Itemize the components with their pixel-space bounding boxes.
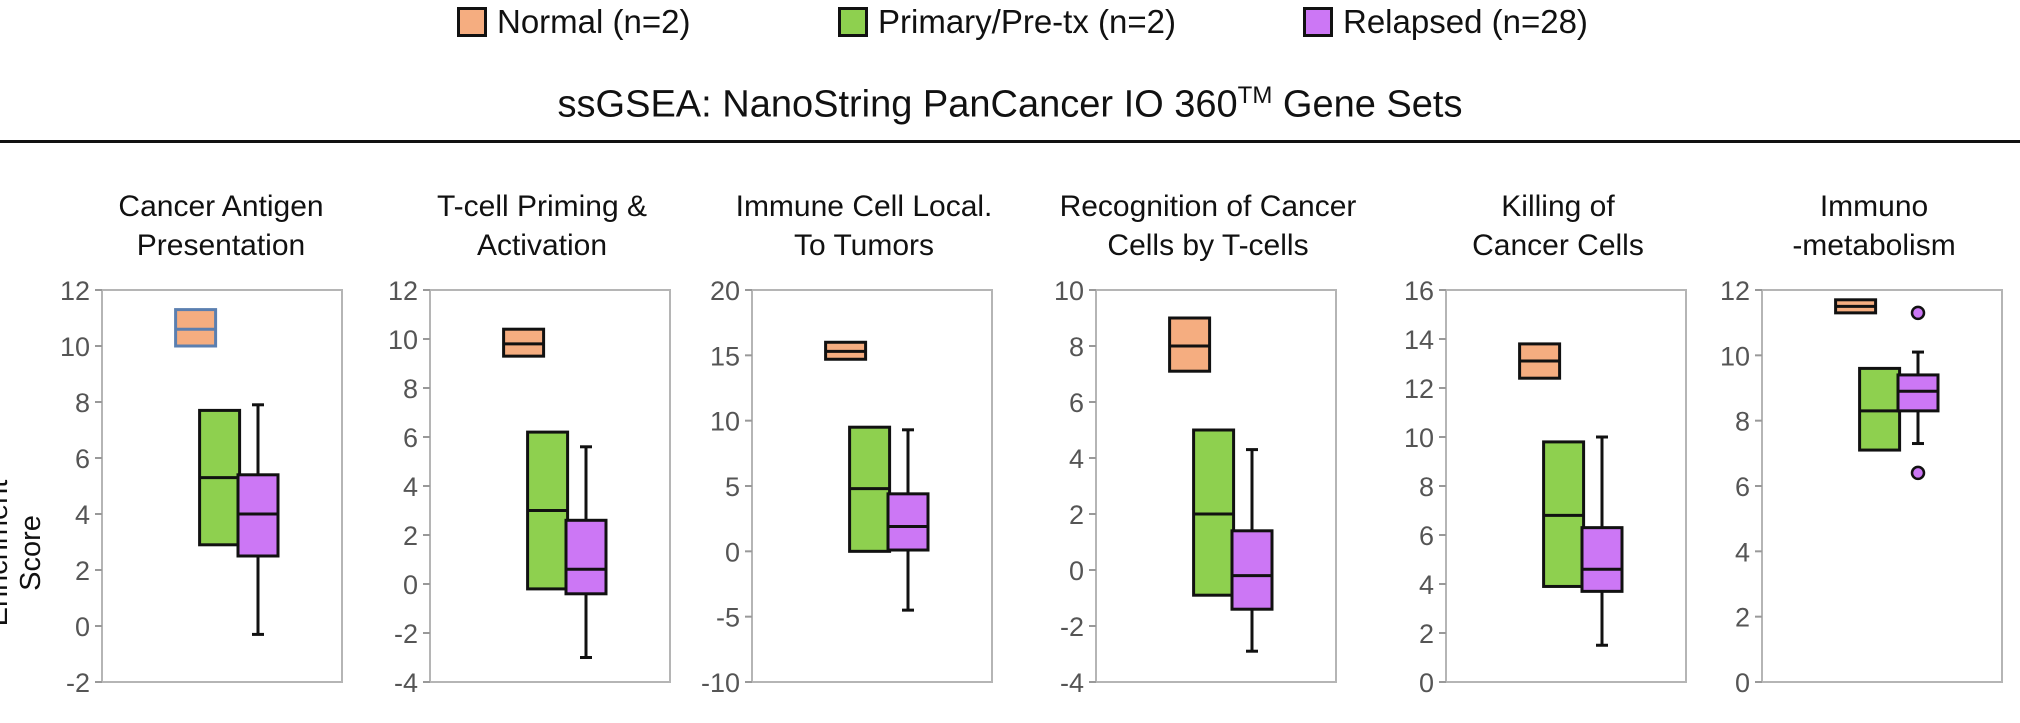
y-tick-label: 10 [1054, 276, 1084, 306]
panel-title-line: To Tumors [794, 229, 934, 262]
panel-frame [101, 289, 343, 683]
y-tick-label: 2 [1419, 619, 1434, 649]
title-superscript: TM [1237, 82, 1273, 109]
legend-swatch-relapsed [1303, 7, 1333, 37]
panel-title-line: Immune Cell Local. [736, 190, 993, 223]
y-tick-label: -2 [66, 668, 90, 698]
y-tick-label: 8 [403, 374, 418, 404]
title-main: ssGSEA: NanoString PanCancer IO 360 [557, 83, 1238, 126]
y-tick-label: 12 [1404, 374, 1434, 404]
y-tick-label: 20 [710, 276, 740, 306]
box [1858, 366, 1902, 452]
y-tick-label: 4 [75, 500, 90, 530]
y-tick-label: 10 [388, 325, 418, 355]
legend: Normal (n=2) Primary/Pre-tx (n=2) Relaps… [0, 0, 2020, 50]
panel-title-line: Cells by T-cells [1107, 229, 1308, 262]
y-tick-label: 6 [1069, 388, 1084, 418]
box [886, 492, 930, 552]
panel-title-line: -metabolism [1792, 229, 1955, 262]
legend-swatch-normal [457, 7, 487, 37]
box [1580, 526, 1624, 593]
legend-label-normal: Normal (n=2) [497, 3, 691, 40]
y-tick-label: -2 [394, 619, 418, 649]
y-tick-label: -4 [394, 668, 418, 698]
legend-swatch-primary [838, 7, 868, 37]
y-tick-label: 2 [1735, 603, 1750, 633]
title-end: Gene Sets [1272, 83, 1463, 126]
y-tick-label: 16 [1404, 276, 1434, 306]
y-tick-label: 8 [1069, 332, 1084, 362]
y-tick-label: 6 [1419, 521, 1434, 551]
y-tick-label: 12 [60, 276, 90, 306]
box [564, 518, 608, 596]
panel-title-line: Cancer Antigen [118, 190, 323, 223]
y-tick-label: 0 [75, 612, 90, 642]
legend-item-relapsed: Relapsed (n=28) [1303, 2, 1588, 42]
y-tick-label: 0 [403, 570, 418, 600]
y-tick-label: 15 [710, 341, 740, 371]
y-tick-label: -2 [1060, 612, 1084, 642]
y-tick-label: 12 [388, 276, 418, 306]
panel-frame [1095, 289, 1337, 683]
y-tick-label: 6 [1735, 472, 1750, 502]
title-divider [0, 140, 2020, 143]
y-tick-label: 10 [1720, 341, 1750, 371]
y-tick-label: 10 [60, 332, 90, 362]
panel-title-line: T-cell Priming & [437, 190, 647, 223]
y-tick-label: 0 [725, 537, 740, 567]
panel-title-line: Activation [477, 229, 607, 262]
y-tick-label: 0 [1735, 668, 1750, 698]
outlier-point [1910, 305, 1926, 321]
y-tick-label: 0 [1419, 668, 1434, 698]
legend-label-primary: Primary/Pre-tx (n=2) [878, 3, 1176, 40]
y-tick-label: 2 [1069, 500, 1084, 530]
y-tick-label: -5 [716, 603, 740, 633]
legend-item-normal: Normal (n=2) [457, 2, 690, 42]
y-tick-label: 8 [1735, 407, 1750, 437]
box [1230, 529, 1274, 611]
panel-frame [1761, 289, 2003, 683]
panel-title-line: Recognition of Cancer [1060, 190, 1357, 223]
y-tick-label: 6 [75, 444, 90, 474]
legend-label-relapsed: Relapsed (n=28) [1343, 3, 1588, 40]
y-tick-label: 10 [710, 407, 740, 437]
y-tick-label: 6 [403, 423, 418, 453]
y-tick-label: 4 [1735, 537, 1750, 567]
outlier-point [1910, 465, 1926, 481]
y-tick-label: 10 [1404, 423, 1434, 453]
y-tick-label: 8 [1419, 472, 1434, 502]
box [1896, 373, 1940, 413]
panel-title-line: Cancer Cells [1472, 229, 1644, 262]
y-tick-label: 5 [725, 472, 740, 502]
figure-title: ssGSEA: NanoString PanCancer IO 360TM Ge… [0, 82, 2020, 127]
legend-item-primary: Primary/Pre-tx (n=2) [838, 2, 1176, 42]
y-tick-label: -4 [1060, 668, 1084, 698]
y-tick-label: -10 [701, 668, 740, 698]
y-tick-label: 14 [1404, 325, 1434, 355]
y-tick-label: 12 [1720, 276, 1750, 306]
y-tick-label: 4 [403, 472, 418, 502]
y-tick-label: 2 [403, 521, 418, 551]
panel-title-line: Presentation [137, 229, 305, 262]
panel-title-line: Killing of [1501, 190, 1615, 223]
y-tick-label: 2 [75, 556, 90, 586]
panel-title-line: Immuno [1820, 190, 1928, 223]
y-tick-label: 8 [75, 388, 90, 418]
y-tick-label: 0 [1069, 556, 1084, 586]
y-tick-label: 4 [1069, 444, 1084, 474]
y-tick-label: 4 [1419, 570, 1434, 600]
